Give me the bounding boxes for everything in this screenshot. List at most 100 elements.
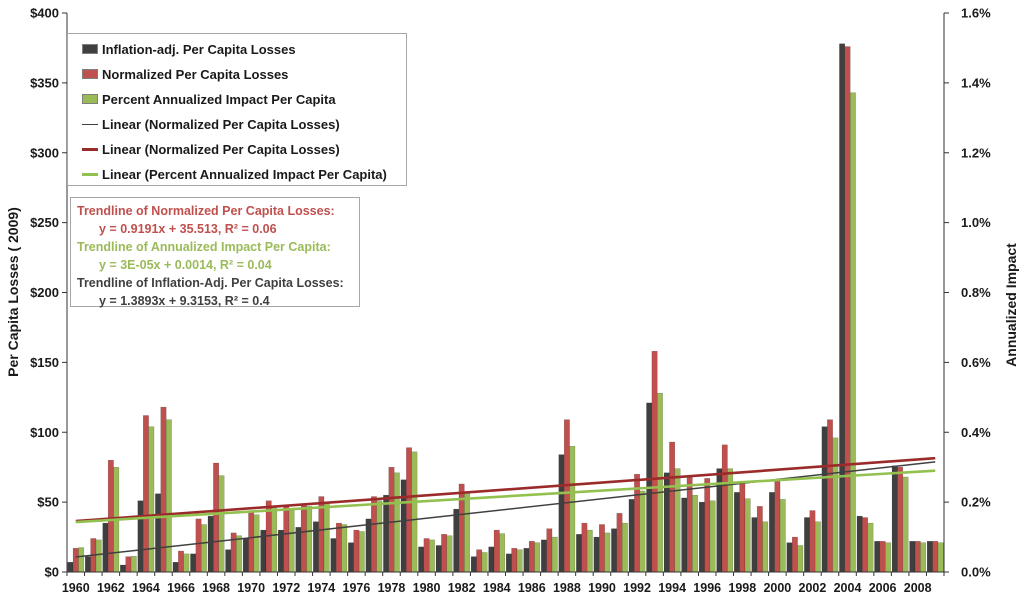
bar-inflation <box>576 534 582 573</box>
bar-inflation <box>891 465 898 573</box>
bar-inflation <box>804 517 810 573</box>
x-tick-label: 1984 <box>483 581 511 595</box>
bar-inflation <box>856 515 863 573</box>
bar-percent <box>165 419 172 573</box>
bar-normalized <box>774 479 781 573</box>
bar-normalized <box>827 419 833 573</box>
bar-normalized <box>739 480 746 573</box>
bar-normalized <box>616 513 623 573</box>
legend: Inflation-adj. Per Capita Losses Normali… <box>67 33 407 186</box>
x-tick-label: 1976 <box>343 581 371 595</box>
legend-label: Normalized Per Capita Losses <box>102 66 289 82</box>
legend-swatch-inflation <box>82 44 98 54</box>
bar-inflation <box>839 43 846 573</box>
x-tick-label: 1986 <box>518 581 546 595</box>
bar-percent <box>814 521 821 573</box>
legend-item-percent: Percent Annualized Impact Per Capita <box>82 89 336 109</box>
bar-normalized <box>371 496 377 573</box>
bar-percent <box>674 468 681 573</box>
bar-normalized <box>704 478 711 573</box>
bar-normalized <box>300 503 307 573</box>
bar-normalized <box>563 419 570 573</box>
legend-item-inflation: Inflation-adj. Per Capita Losses <box>82 39 296 59</box>
bar-percent <box>464 492 470 573</box>
legend-line-red <box>82 147 98 151</box>
bar-normalized <box>406 447 412 573</box>
bar-percent <box>323 501 330 573</box>
trend-normalized-title: Trendline of Normalized Per Capita Losse… <box>77 204 335 218</box>
x-tick-label: 2004 <box>834 581 862 595</box>
y-tick-label: $200 <box>30 285 59 300</box>
y2-tick-label: 1.2% <box>961 145 991 160</box>
bar-inflation <box>488 546 495 573</box>
x-tick-label: 1962 <box>97 581 125 595</box>
bar-normalized <box>195 518 202 573</box>
x-tick-label: 2000 <box>763 581 791 595</box>
legend-label: Inflation-adj. Per Capita Losses <box>102 41 296 57</box>
legend-line-dark <box>82 123 98 125</box>
bar-inflation <box>786 542 793 573</box>
bar-percent <box>429 539 435 573</box>
y-tick-label: $400 <box>30 6 59 21</box>
x-tick-label: 2006 <box>869 581 897 595</box>
x-tick-label: 1970 <box>237 581 265 595</box>
bar-normalized <box>546 528 553 573</box>
bar-inflation <box>242 538 249 573</box>
x-tick-label: 1966 <box>167 581 195 595</box>
bar-normalized <box>125 556 132 573</box>
bar-percent <box>130 556 137 573</box>
bar-inflation <box>225 549 232 573</box>
bar-normalized <box>862 517 868 573</box>
bar-percent <box>78 547 85 573</box>
bar-inflation <box>558 454 565 573</box>
trendline-normalized <box>75 456 936 523</box>
bar-normalized <box>213 462 219 573</box>
bar-normalized <box>897 466 904 573</box>
bar-percent <box>341 524 348 573</box>
x-tick-label: 1988 <box>553 581 581 595</box>
bar-percent <box>411 451 418 573</box>
bar-inflation <box>313 521 319 573</box>
legend-item-linear-green: Linear (Percent Annualized Impact Per Ca… <box>82 164 387 184</box>
bar-percent <box>902 476 909 573</box>
x-tick-label: 2008 <box>904 581 932 595</box>
bar-normalized <box>72 548 79 573</box>
y2-axis-title: Annualized Impact <box>1003 243 1019 367</box>
bar-percent <box>516 549 523 573</box>
bar-percent <box>253 514 260 573</box>
bar-percent <box>604 532 611 573</box>
x-tick-label: 1960 <box>62 581 90 595</box>
bar-percent <box>306 506 313 573</box>
bar-normalized <box>932 541 939 573</box>
bar-normalized <box>353 529 360 573</box>
bar-percent <box>779 499 786 573</box>
bar-normalized <box>493 529 500 573</box>
bar-inflation <box>733 492 740 573</box>
bar-normalized <box>178 550 184 573</box>
bar-percent <box>201 524 207 573</box>
bar-percent <box>657 392 663 573</box>
legend-label: Linear (Normalized Per Capita Losses) <box>102 141 340 157</box>
bar-normalized <box>581 522 588 573</box>
bar-normalized <box>441 534 448 573</box>
y2-tick-label: 1.6% <box>961 6 991 21</box>
legend-item-linear-dark: Linear (Normalized Per Capita Losses) <box>82 114 340 134</box>
bar-percent <box>376 500 383 573</box>
bar-normalized <box>914 541 921 573</box>
legend-item-normalized: Normalized Per Capita Losses <box>82 64 288 84</box>
y-tick-label: $0 <box>45 565 59 580</box>
legend-line-green <box>82 172 98 176</box>
trendlines-layer <box>75 456 936 558</box>
bar-normalized <box>528 541 535 573</box>
bar-percent <box>762 521 769 573</box>
bar-inflation <box>365 518 372 573</box>
bar-percent <box>218 475 225 573</box>
bar-inflation <box>698 501 705 573</box>
y2-tick-label: 0.8% <box>961 285 991 300</box>
bar-inflation <box>383 494 389 573</box>
x-tick-label: 1968 <box>202 581 230 595</box>
bar-normalized <box>458 483 465 573</box>
x-tick-label: 2002 <box>799 581 827 595</box>
y-tick-label: $150 <box>30 355 59 370</box>
y-tick-label: $50 <box>37 495 59 510</box>
